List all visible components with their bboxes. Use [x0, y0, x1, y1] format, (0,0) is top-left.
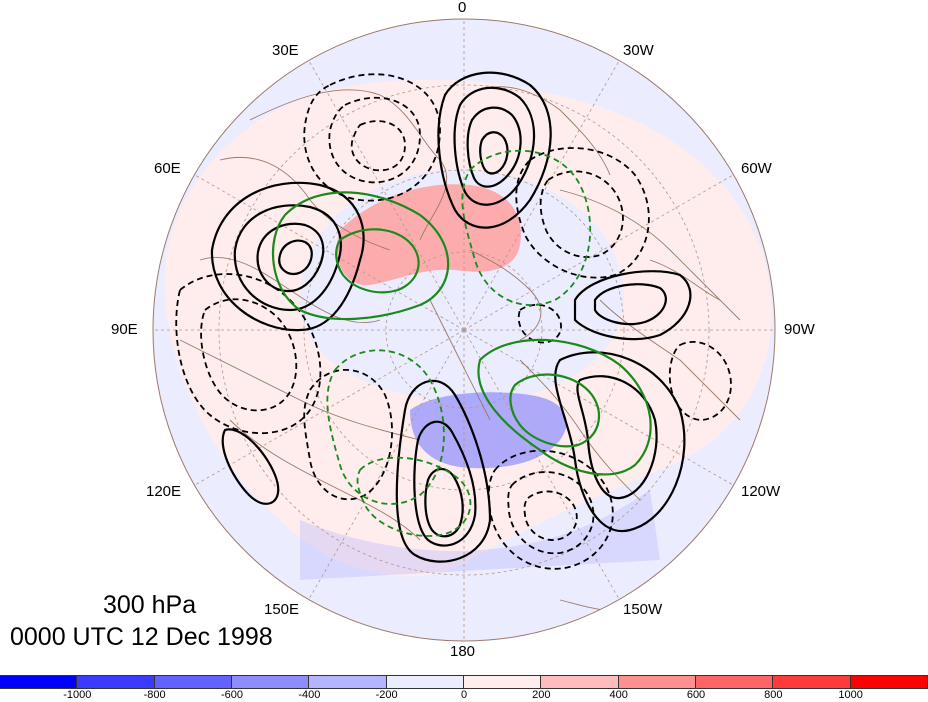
colorbar-tick-label: 0	[460, 689, 468, 701]
lon-label-120e: 120E	[146, 483, 182, 500]
contour-ridge-atlantic-1	[437, 71, 552, 229]
lon-label-60e: 60E	[154, 160, 181, 177]
contour-ridge-europe-1	[210, 181, 365, 332]
colorbar-tick-label: -400	[298, 689, 321, 701]
colorbar-tick-label: 1000	[838, 689, 863, 701]
lon-label-30e: 30E	[272, 42, 299, 59]
contour-ridge-canada-2	[576, 375, 658, 500]
contour-trough-scandinavia-1	[303, 73, 441, 202]
contour-ridge-siberia	[221, 428, 280, 505]
lon-label-30w: 30W	[623, 42, 654, 59]
colorbar-tick-label: 600	[686, 689, 706, 701]
colorbar-box	[772, 675, 851, 689]
lon-label-60w: 60W	[741, 160, 772, 177]
shading-red-core	[336, 184, 521, 286]
contour-trough-pacific-2	[507, 471, 595, 555]
lon-label-90w: 90W	[784, 321, 815, 338]
shading-blue-ring	[300, 490, 660, 580]
pressure-level-label: 300 hPa	[103, 591, 197, 619]
contour-trough-scandinavia-2	[328, 96, 421, 184]
colorbar-tick-label: -1000	[63, 689, 92, 701]
colorbar-box	[385, 675, 464, 689]
contour-ridge-pacific-2	[413, 420, 477, 547]
lon-label-150w: 150W	[623, 601, 663, 618]
green-dashed-contours	[326, 149, 592, 537]
contour-ridge-pacific-1	[395, 379, 492, 563]
colorbar	[0, 675, 928, 689]
colorbar-box	[308, 675, 387, 689]
colorbar-box	[153, 675, 232, 689]
negative-contours	[175, 73, 732, 570]
colorbar-tick-label: -600	[220, 689, 244, 701]
contour-trough-atlantic-2	[539, 170, 624, 258]
lon-label-180: 180	[450, 643, 476, 660]
contour-trough-eastus	[668, 340, 732, 421]
green-solid-contours	[271, 191, 652, 476]
colorbar-tick-label: -200	[375, 689, 398, 701]
contour-trough-asia-1	[175, 273, 322, 435]
colorbar-box	[0, 675, 78, 689]
contour-ridge-america-2	[593, 283, 667, 326]
contour-ridge-america-1	[573, 270, 692, 341]
map-shading	[153, 19, 775, 641]
contour-ridge-atlantic-4	[479, 131, 509, 175]
colorbar-tick-label: 200	[532, 689, 551, 701]
contour-trough-siberia-1	[303, 368, 393, 501]
contour-trough-scandinavia-3	[350, 120, 406, 172]
contour-green-europe	[271, 191, 450, 321]
colorbar-box	[462, 675, 542, 689]
contour-green-dashed-atlantic	[461, 149, 592, 306]
contour-ridge-canada-1	[554, 351, 686, 533]
contour-trough-arctic	[517, 303, 562, 344]
lon-label-90e: 90E	[111, 321, 138, 338]
contour-ridge-atlantic-2	[453, 86, 536, 206]
contour-green-america	[477, 338, 652, 476]
contour-trough-asia-2	[200, 298, 298, 412]
map-boundary	[152, 18, 776, 642]
contour-ridge-atlantic-3	[466, 106, 522, 188]
contour-green-dashed-pacific	[356, 456, 472, 537]
colorbar-box	[540, 675, 619, 689]
colorbar-box	[617, 675, 696, 689]
lon-label-0: 0	[458, 0, 467, 16]
colorbar-box	[230, 675, 310, 689]
contour-green-europe-inner	[335, 228, 420, 294]
colorbar-box	[849, 675, 928, 689]
positive-contours	[210, 71, 692, 563]
colorbar-tick-label: -800	[143, 689, 166, 701]
colorbar-box	[694, 675, 774, 689]
shading-blue-core	[410, 392, 567, 469]
contour-trough-atlantic-1	[515, 147, 650, 279]
colorbar-box	[76, 675, 155, 689]
contours	[175, 71, 732, 570]
contour-ridge-europe-4	[278, 239, 313, 276]
colorbar-tick-label: 400	[609, 689, 628, 701]
lon-label-120w: 120W	[741, 483, 781, 500]
colorbar-tick-label: 800	[764, 689, 783, 701]
contour-green-dashed-siberia	[326, 349, 445, 505]
contour-green-america-inner	[509, 373, 601, 448]
contour-ridge-europe-3	[256, 222, 325, 293]
contour-trough-pacific-1	[487, 449, 614, 570]
shading-pale-red-ring	[164, 79, 772, 577]
lon-label-150e: 150E	[264, 601, 300, 618]
valid-time-label: 0000 UTC 12 Dec 1998	[10, 623, 273, 651]
